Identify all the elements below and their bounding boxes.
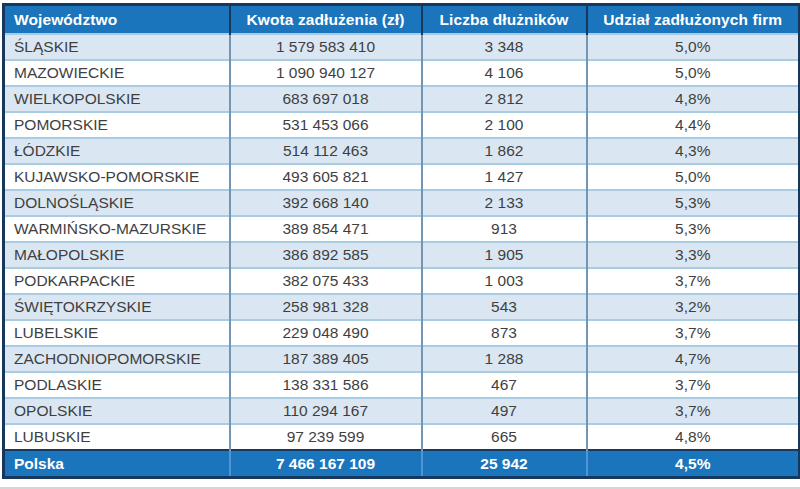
debtor-count-cell: 1 003	[422, 268, 587, 294]
debtor-count-cell: 4 106	[422, 60, 587, 86]
debt-amount-cell: 493 605 821	[230, 164, 422, 190]
debt-amount-cell: 229 048 490	[230, 320, 422, 346]
debtor-share-cell: 3,3%	[587, 242, 800, 268]
debt-amount-cell: 97 239 599	[230, 424, 422, 450]
table-row: LUBELSKIE229 048 4908733,7%	[4, 320, 800, 346]
table-row: MAZOWIECKIE1 090 940 1274 1065,0%	[4, 60, 800, 86]
debtor-count-cell: 2 100	[422, 112, 587, 138]
debtor-share-cell: 3,2%	[587, 294, 800, 320]
debtor-count-cell: 497	[422, 398, 587, 424]
table-row: PODLASKIE138 331 5864673,7%	[4, 372, 800, 398]
debt-amount-cell: 110 294 167	[230, 398, 422, 424]
total-debt-amount-cell: 7 466 167 109	[230, 450, 422, 478]
debtor-share-cell: 5,3%	[587, 190, 800, 216]
voivodeship-cell: MAŁOPOLSKIE	[4, 242, 230, 268]
voivodeship-debt-table: Województwo Kwota zadłużenia (zł) Liczba…	[2, 3, 800, 479]
debt-amount-cell: 138 331 586	[230, 372, 422, 398]
debtor-count-cell: 467	[422, 372, 587, 398]
table-row: ŁÓDZKIE514 112 4631 8624,3%	[4, 138, 800, 164]
table-row: WARMIŃSKO-MAZURSKIE389 854 4719135,3%	[4, 216, 800, 242]
debtor-share-cell: 4,8%	[587, 424, 800, 450]
voivodeship-cell: POMORSKIE	[4, 112, 230, 138]
debtor-count-cell: 1 427	[422, 164, 587, 190]
column-header-debtor-share: Udział zadłużonych firm	[587, 5, 800, 35]
debt-amount-cell: 531 453 066	[230, 112, 422, 138]
voivodeship-cell: KUJAWSKO-POMORSKIE	[4, 164, 230, 190]
table-row: DOLNOŚLĄSKIE392 668 1402 1335,3%	[4, 190, 800, 216]
debt-amount-cell: 386 892 585	[230, 242, 422, 268]
total-debtor-share-cell: 4,5%	[587, 450, 800, 478]
debtor-share-cell: 5,0%	[587, 34, 800, 60]
debtor-share-cell: 5,3%	[587, 216, 800, 242]
debtor-share-cell: 4,3%	[587, 138, 800, 164]
voivodeship-cell: LUBELSKIE	[4, 320, 230, 346]
voivodeship-cell: ŚLĄSKIE	[4, 34, 230, 60]
column-header-voivodeship: Województwo	[4, 5, 230, 35]
debtor-share-cell: 3,7%	[587, 268, 800, 294]
debt-amount-cell: 1 579 583 410	[230, 34, 422, 60]
debt-amount-cell: 514 112 463	[230, 138, 422, 164]
voivodeship-cell: DOLNOŚLĄSKIE	[4, 190, 230, 216]
debtor-share-cell: 3,7%	[587, 372, 800, 398]
debtor-share-cell: 5,0%	[587, 164, 800, 190]
debtor-count-cell: 1 905	[422, 242, 587, 268]
voivodeship-cell: MAZOWIECKIE	[4, 60, 230, 86]
voivodeship-cell: PODLASKIE	[4, 372, 230, 398]
voivodeship-cell: OPOLSKIE	[4, 398, 230, 424]
debt-table-container: Województwo Kwota zadłużenia (zł) Liczba…	[0, 0, 800, 479]
debt-amount-cell: 683 697 018	[230, 86, 422, 112]
table-body: ŚLĄSKIE1 579 583 4103 3485,0%MAZOWIECKIE…	[4, 34, 800, 450]
table-row: ŚWIĘTOKRZYSKIE258 981 3285433,2%	[4, 294, 800, 320]
column-header-debt-amount: Kwota zadłużenia (zł)	[230, 5, 422, 35]
debt-amount-cell: 187 389 405	[230, 346, 422, 372]
voivodeship-cell: ŁÓDZKIE	[4, 138, 230, 164]
voivodeship-cell: LUBUSKIE	[4, 424, 230, 450]
debtor-share-cell: 4,7%	[587, 346, 800, 372]
table-row: POMORSKIE531 453 0662 1004,4%	[4, 112, 800, 138]
voivodeship-cell: WIELKOPOLSKIE	[4, 86, 230, 112]
debtor-share-cell: 4,4%	[587, 112, 800, 138]
debtor-count-cell: 1 288	[422, 346, 587, 372]
table-row: OPOLSKIE110 294 1674973,7%	[4, 398, 800, 424]
debtor-share-cell: 3,7%	[587, 320, 800, 346]
total-label-cell: Polska	[4, 450, 230, 478]
debt-amount-cell: 382 075 433	[230, 268, 422, 294]
table-row: PODKARPACKIE382 075 4331 0033,7%	[4, 268, 800, 294]
debtor-share-cell: 5,0%	[587, 60, 800, 86]
debtor-count-cell: 1 862	[422, 138, 587, 164]
footer-row-total: Polska 7 466 167 109 25 942 4,5%	[4, 450, 800, 478]
voivodeship-cell: ŚWIĘTOKRZYSKIE	[4, 294, 230, 320]
debtor-count-cell: 3 348	[422, 34, 587, 60]
page: { "colors": { "header_bg": "#1B75BC", "h…	[0, 0, 800, 489]
voivodeship-cell: WARMIŃSKO-MAZURSKIE	[4, 216, 230, 242]
debtor-count-cell: 913	[422, 216, 587, 242]
table-row: MAŁOPOLSKIE386 892 5851 9053,3%	[4, 242, 800, 268]
column-header-debtor-count: Liczba dłużników	[422, 5, 587, 35]
debtor-count-cell: 2 133	[422, 190, 587, 216]
table-row: ZACHODNIOPOMORSKIE187 389 4051 2884,7%	[4, 346, 800, 372]
debtor-share-cell: 4,8%	[587, 86, 800, 112]
header-row: Województwo Kwota zadłużenia (zł) Liczba…	[4, 5, 800, 35]
debt-amount-cell: 389 854 471	[230, 216, 422, 242]
debtor-count-cell: 665	[422, 424, 587, 450]
voivodeship-cell: ZACHODNIOPOMORSKIE	[4, 346, 230, 372]
debt-amount-cell: 258 981 328	[230, 294, 422, 320]
debt-amount-cell: 1 090 940 127	[230, 60, 422, 86]
debtor-count-cell: 2 812	[422, 86, 587, 112]
table-row: ŚLĄSKIE1 579 583 4103 3485,0%	[4, 34, 800, 60]
debt-amount-cell: 392 668 140	[230, 190, 422, 216]
total-debtor-count-cell: 25 942	[422, 450, 587, 478]
table-row: KUJAWSKO-POMORSKIE493 605 8211 4275,0%	[4, 164, 800, 190]
table-row: LUBUSKIE97 239 5996654,8%	[4, 424, 800, 450]
voivodeship-cell: PODKARPACKIE	[4, 268, 230, 294]
table-row: WIELKOPOLSKIE683 697 0182 8124,8%	[4, 86, 800, 112]
debtor-share-cell: 3,7%	[587, 398, 800, 424]
debtor-count-cell: 873	[422, 320, 587, 346]
debtor-count-cell: 543	[422, 294, 587, 320]
